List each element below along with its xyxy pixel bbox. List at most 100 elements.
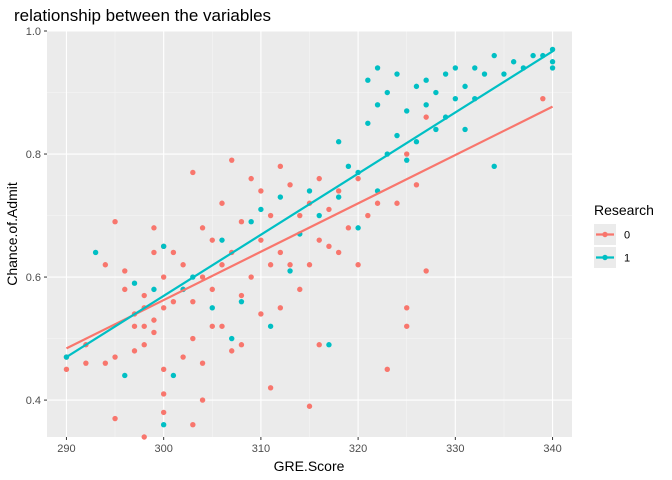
data-point-research-1: [442, 71, 449, 77]
data-point-research-0: [277, 305, 284, 311]
data-point-research-0: [404, 305, 410, 311]
data-point-research-0: [160, 305, 167, 311]
data-point-research-0: [267, 385, 274, 391]
data-point-research-1: [423, 77, 429, 83]
data-point-research-0: [355, 262, 361, 268]
data-point-research-0: [160, 274, 167, 280]
data-point-research-1: [452, 65, 459, 71]
data-point-research-0: [316, 175, 322, 182]
data-point-research-1: [433, 89, 439, 96]
data-point-research-0: [170, 249, 177, 256]
data-point-research-1: [404, 157, 410, 163]
data-point-research-1: [258, 206, 264, 213]
data-point-research-1: [413, 83, 420, 90]
chart-title: relationship between the variables: [14, 6, 271, 25]
data-point-research-0: [112, 354, 118, 360]
data-point-research-0: [229, 157, 235, 163]
data-point-research-0: [199, 397, 206, 403]
data-point-research-0: [277, 249, 284, 256]
data-point-research-0: [83, 360, 89, 366]
data-point-research-0: [170, 298, 177, 305]
data-point-research-1: [151, 286, 157, 293]
data-point-research-0: [151, 317, 157, 323]
data-point-research-1: [549, 59, 556, 65]
data-point-research-0: [297, 212, 303, 219]
data-point-research-1: [384, 89, 390, 96]
data-point-research-0: [404, 151, 410, 157]
data-point-research-0: [238, 292, 245, 299]
data-point-research-1: [277, 194, 284, 200]
trend-line-research-1: [65, 50, 554, 358]
data-point-research-1: [345, 163, 352, 170]
data-point-research-0: [112, 415, 118, 422]
y-tick-label: 0.4: [26, 395, 41, 407]
legend-label-1: 1: [624, 253, 630, 265]
data-point-research-0: [335, 249, 342, 256]
data-point-research-1: [374, 102, 381, 108]
data-point-research-1: [160, 243, 167, 250]
data-point-research-0: [102, 262, 109, 268]
data-point-research-1: [462, 83, 468, 90]
data-point-research-1: [306, 188, 313, 194]
legend-label-0: 0: [624, 230, 630, 242]
data-point-research-0: [151, 225, 157, 231]
data-point-research-0: [540, 95, 546, 102]
data-point-research-0: [229, 348, 235, 354]
data-point-research-1: [394, 71, 400, 77]
data-point-research-0: [63, 366, 70, 373]
trend-line-research-0: [65, 105, 554, 350]
data-point-research-1: [530, 52, 536, 59]
data-point-research-1: [423, 102, 429, 108]
data-point-research-1: [122, 372, 128, 379]
series-layer: [63, 46, 556, 440]
data-point-research-0: [199, 274, 206, 280]
data-point-research-0: [258, 188, 264, 194]
data-point-research-1: [472, 65, 478, 71]
data-point-research-1: [510, 59, 517, 65]
data-point-research-0: [160, 409, 167, 416]
data-point-research-0: [297, 286, 303, 293]
data-point-research-0: [316, 342, 322, 348]
data-point-research-0: [404, 323, 410, 329]
data-point-research-1: [365, 77, 371, 83]
data-point-research-1: [462, 126, 468, 133]
axes: 290 300 310 320 330 340 0.4 0.6 0.8 1.0: [26, 26, 562, 455]
data-point-research-0: [131, 348, 138, 354]
x-tick-label: 330: [446, 443, 464, 455]
data-point-research-1: [316, 212, 322, 219]
data-point-research-0: [180, 262, 186, 268]
data-point-research-0: [258, 237, 264, 243]
data-point-research-0: [122, 286, 128, 293]
data-point-research-1: [170, 372, 177, 379]
data-point-research-1: [413, 139, 420, 145]
data-point-research-0: [209, 237, 215, 243]
data-point-research-0: [335, 188, 342, 194]
data-point-research-0: [131, 323, 138, 329]
legend-title: Research: [594, 202, 654, 218]
data-point-research-1: [267, 323, 274, 329]
data-point-research-0: [365, 212, 371, 219]
data-point-research-0: [355, 175, 361, 182]
x-tick-label: 340: [543, 443, 561, 455]
data-point-research-1: [335, 194, 342, 200]
data-point-research-1: [131, 280, 138, 286]
data-point-research-0: [248, 274, 254, 280]
data-point-research-0: [267, 212, 274, 219]
y-tick-label: 1.0: [26, 26, 41, 38]
x-tick-label: 290: [57, 443, 75, 455]
legend-dot-0: [602, 231, 608, 238]
data-point-research-1: [404, 108, 410, 114]
data-point-research-0: [151, 329, 157, 336]
data-point-research-0: [160, 366, 167, 373]
data-point-research-0: [258, 311, 264, 317]
data-point-research-0: [326, 243, 332, 250]
y-axis-title: Chance.of.Admit: [4, 182, 20, 286]
data-point-research-0: [277, 163, 284, 170]
legend-dot-1: [602, 254, 608, 261]
data-point-research-0: [209, 323, 215, 329]
data-point-research-0: [423, 268, 429, 274]
data-point-research-0: [267, 262, 274, 268]
data-point-research-0: [248, 175, 254, 182]
data-point-research-1: [433, 126, 439, 133]
